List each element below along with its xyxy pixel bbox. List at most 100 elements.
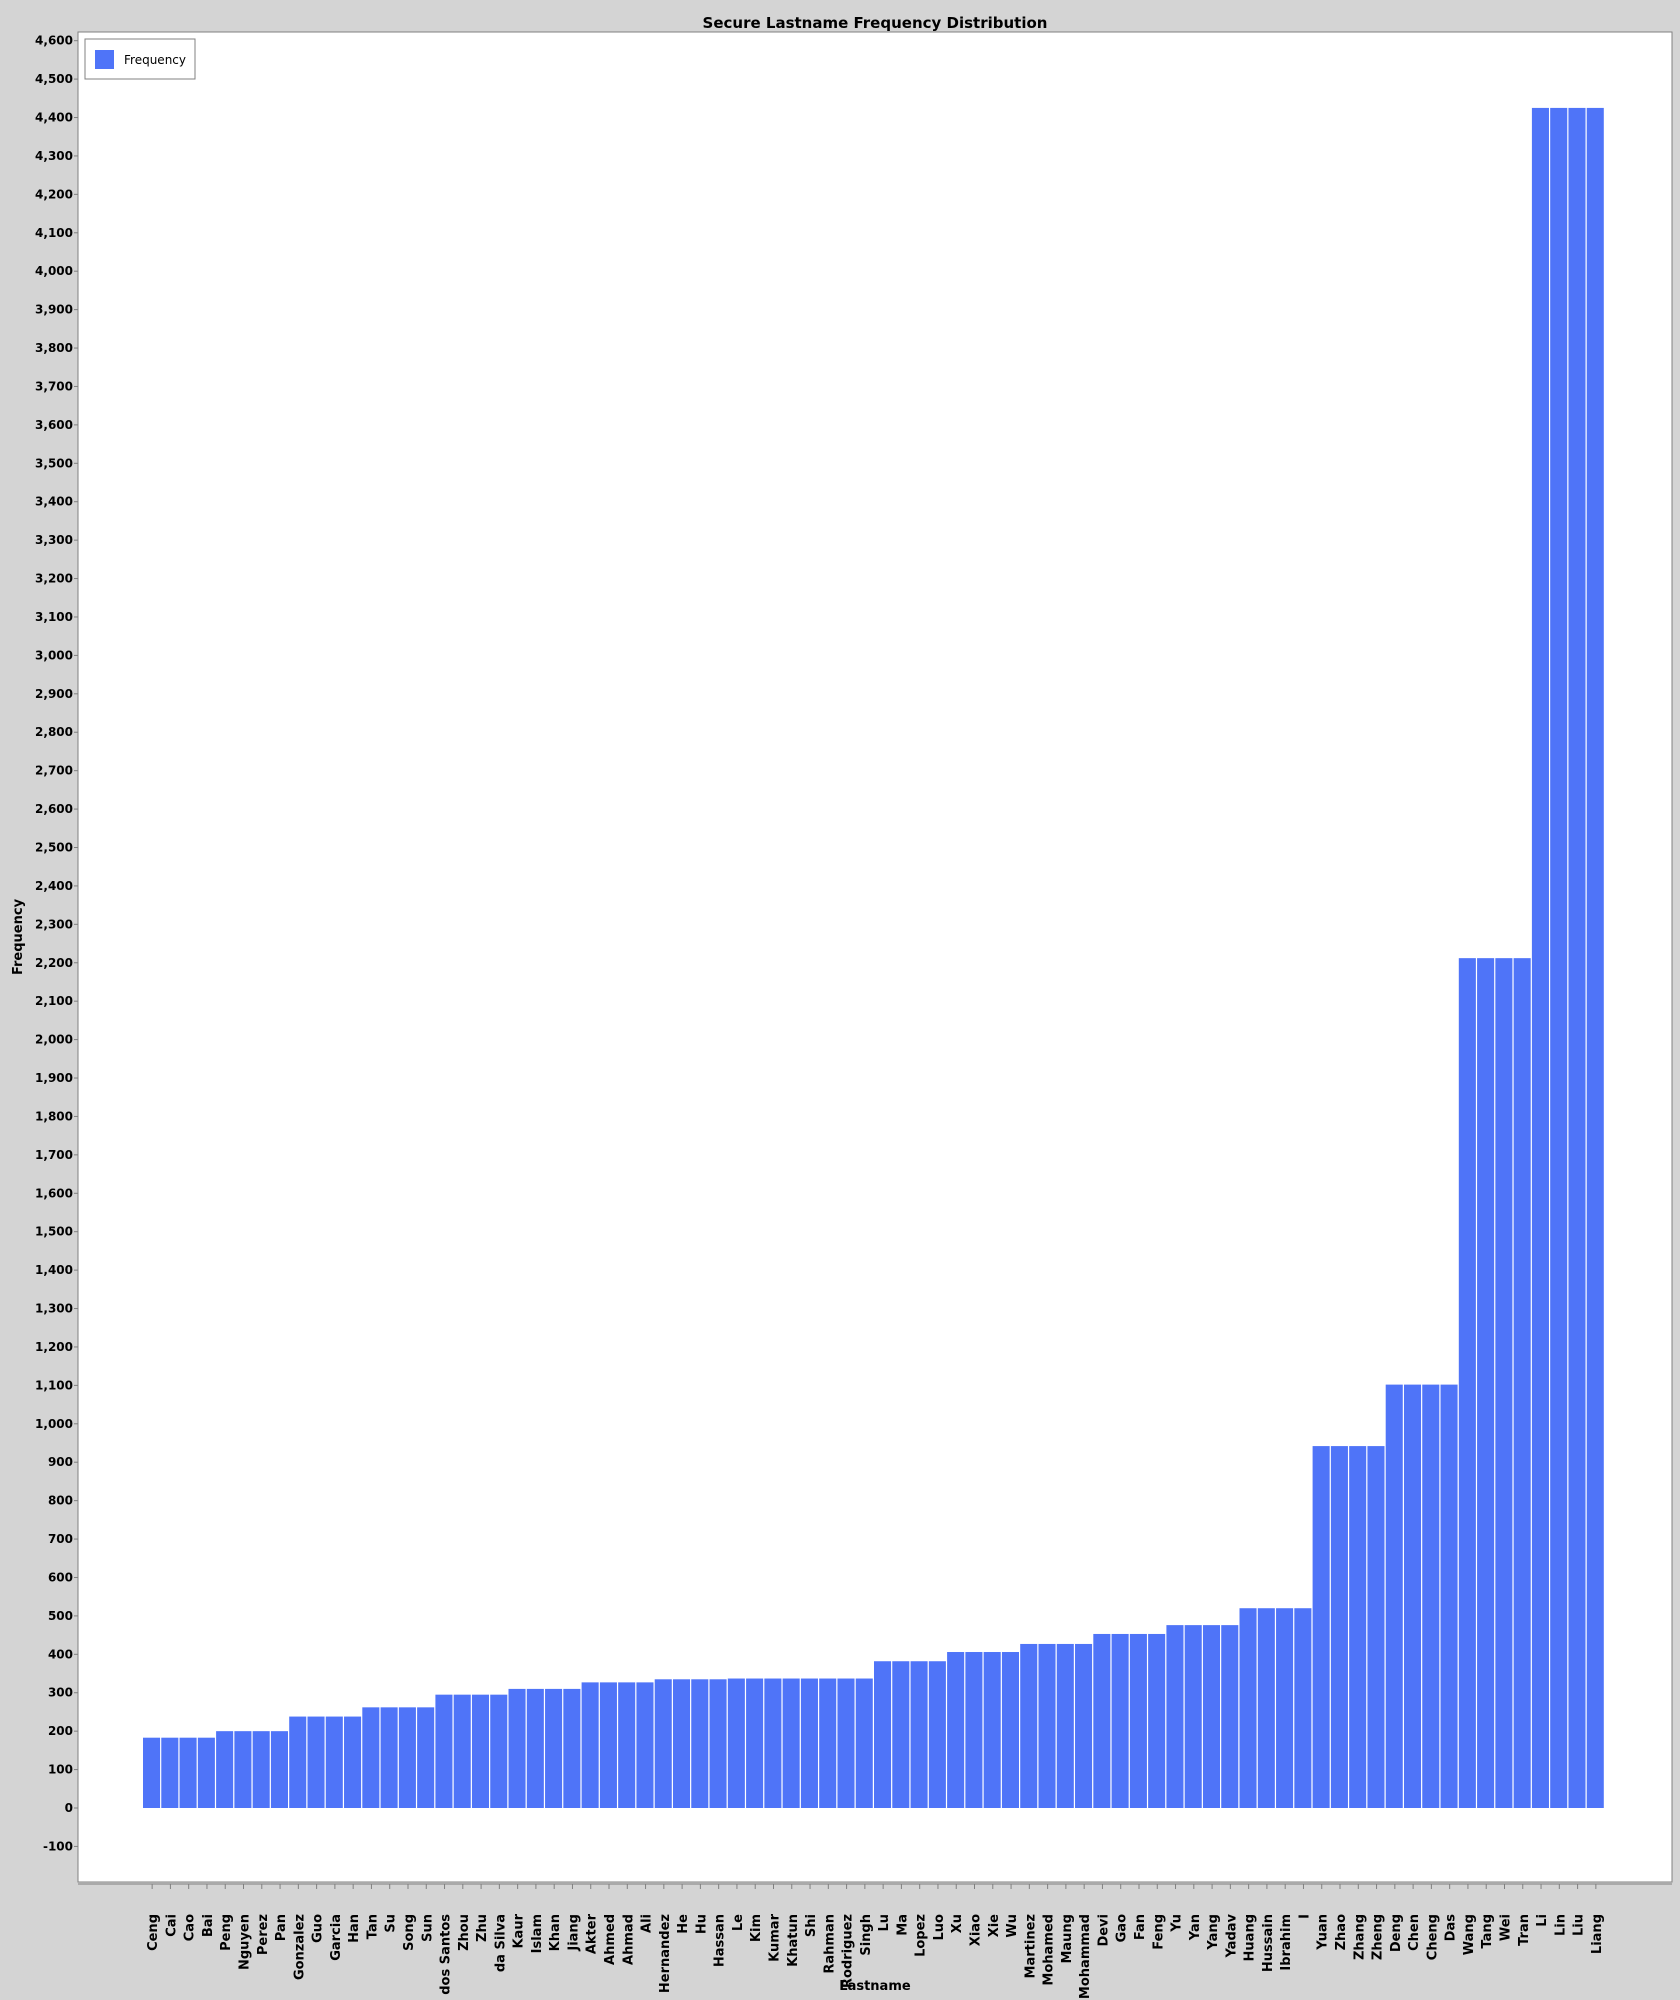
- bar-pan: [270, 1731, 288, 1808]
- y-tick-label: 4,100: [35, 226, 73, 240]
- y-tick-label: 3,100: [35, 610, 73, 624]
- x-tick-label: Akter: [585, 1913, 600, 1954]
- bar-feng: [1148, 1633, 1166, 1808]
- x-tick-label: Gonzalez: [292, 1914, 307, 1980]
- x-tick-label: Peng: [219, 1914, 234, 1951]
- bar-singh: [855, 1678, 873, 1808]
- bar-xie: [983, 1652, 1001, 1808]
- x-tick-label: Cao: [183, 1914, 198, 1941]
- x-tick-label: Garcia: [329, 1914, 344, 1961]
- x-tick-label: Huang: [1243, 1914, 1258, 1961]
- bar-dos-santos: [435, 1694, 453, 1808]
- y-tick-label: 700: [48, 1532, 73, 1546]
- bar-rodriguez: [837, 1678, 855, 1808]
- x-tick-label: Zheng: [1371, 1914, 1386, 1960]
- bar-cheng: [1422, 1384, 1440, 1808]
- x-tick-label: Hassan: [713, 1914, 728, 1967]
- x-tick-label: Wei: [1498, 1914, 1513, 1941]
- bar-yang: [1202, 1625, 1221, 1808]
- x-tick-label: Zhu: [475, 1914, 490, 1942]
- x-tick-label: Mohamed: [1042, 1914, 1057, 1986]
- x-tick-label: Xiao: [969, 1914, 984, 1946]
- y-tick-label: 1,600: [35, 1186, 73, 1200]
- x-tick-label: Martinez: [1023, 1914, 1038, 1978]
- x-tick-label: Luo: [932, 1914, 947, 1941]
- x-tick-label: Cai: [164, 1914, 179, 1937]
- bar-tang: [1477, 958, 1495, 1808]
- bar-ceng: [143, 1737, 161, 1808]
- bar-nguyen: [234, 1731, 252, 1808]
- bar-da-silva: [490, 1694, 508, 1808]
- bar-chen: [1403, 1384, 1422, 1808]
- x-axis-ticks: Ceng Cai Cao Bai Peng Nguyen Perez Pan Gonzalez G…: [146, 1884, 1605, 1999]
- bar-jiang: [563, 1688, 581, 1808]
- y-tick-label: 2,200: [35, 956, 73, 970]
- y-tick-label: 4,000: [35, 264, 73, 278]
- x-tick-label: Khatun: [786, 1914, 801, 1967]
- x-tick-label: Wu: [1005, 1914, 1020, 1938]
- bar-gao: [1111, 1633, 1129, 1808]
- bar-perez: [252, 1731, 270, 1808]
- x-tick-label: Gao: [1115, 1914, 1130, 1942]
- x-tick-label: Ibrahim: [1279, 1914, 1294, 1971]
- y-tick-label: 1,900: [35, 1071, 73, 1085]
- x-tick-label: Li: [1535, 1914, 1550, 1927]
- bar-yan: [1184, 1625, 1202, 1808]
- bar-lu: [874, 1661, 892, 1808]
- y-tick-label: 900: [48, 1455, 73, 1469]
- bar-kim: [746, 1678, 764, 1808]
- x-tick-label: Le: [731, 1914, 746, 1931]
- bar-kumar: [764, 1678, 782, 1808]
- bar-maung: [1056, 1643, 1074, 1808]
- x-tick-label: Zhao: [1334, 1914, 1349, 1950]
- y-axis-label: Frequency: [11, 898, 26, 975]
- x-tick-label: Zhang: [1352, 1914, 1367, 1960]
- x-tick-label: Nguyen: [238, 1914, 253, 1970]
- x-tick-label: He: [676, 1914, 691, 1934]
- x-tick-label: Ma: [895, 1914, 910, 1936]
- x-tick-label: Yan: [1188, 1914, 1203, 1941]
- x-tick-label: Perez: [256, 1914, 271, 1955]
- bar-cao: [179, 1737, 197, 1808]
- x-tick-label: Kim: [749, 1914, 764, 1942]
- x-tick-label: Khan: [548, 1914, 563, 1951]
- x-tick-label: Liu: [1572, 1914, 1587, 1936]
- bar-liu: [1568, 107, 1586, 1808]
- bar-shi: [800, 1678, 818, 1808]
- y-tick-label: 800: [48, 1494, 73, 1508]
- x-tick-label: Maung: [1060, 1914, 1075, 1964]
- bar-hu: [691, 1679, 709, 1808]
- bar-li: [1531, 107, 1549, 1808]
- x-tick-label: Ahmad: [621, 1914, 636, 1965]
- x-tick-label: Deng: [1389, 1914, 1404, 1952]
- bar-ahmed: [599, 1682, 617, 1808]
- bar-hussain: [1257, 1608, 1275, 1808]
- y-tick-label: 100: [48, 1763, 73, 1777]
- y-tick-label: 400: [48, 1647, 73, 1661]
- bar-das: [1440, 1384, 1458, 1808]
- bar-wei: [1495, 958, 1513, 1808]
- x-tick-label: Lin: [1553, 1914, 1568, 1936]
- x-tick-label: Song: [402, 1914, 417, 1951]
- y-tick-label: 3,900: [35, 303, 73, 317]
- y-tick-label: 2,600: [35, 802, 73, 816]
- x-tick-label: Devi: [1096, 1914, 1111, 1947]
- x-tick-label: Ali: [640, 1914, 655, 1933]
- y-tick-label: 3,000: [35, 648, 73, 662]
- x-tick-label: Ceng: [146, 1914, 161, 1951]
- bar-peng: [216, 1731, 234, 1808]
- x-tick-label: I: [1297, 1914, 1312, 1919]
- y-tick-label: 2,000: [35, 1033, 73, 1047]
- y-tick-label: -100: [43, 1839, 73, 1853]
- x-tick-label: Mohammad: [1078, 1914, 1093, 1999]
- bar-hassan: [709, 1679, 727, 1808]
- x-tick-label: Lu: [877, 1914, 892, 1932]
- x-tick-label: Islam: [530, 1914, 545, 1953]
- y-tick-label: 4,300: [35, 149, 73, 163]
- x-tick-label: dos Santos: [439, 1914, 454, 1995]
- bar-he: [672, 1679, 691, 1808]
- bar-bai: [197, 1737, 215, 1808]
- bar-ali: [636, 1682, 654, 1808]
- x-axis-label: Lastname: [839, 1979, 911, 1994]
- y-tick-label: 3,300: [35, 533, 73, 547]
